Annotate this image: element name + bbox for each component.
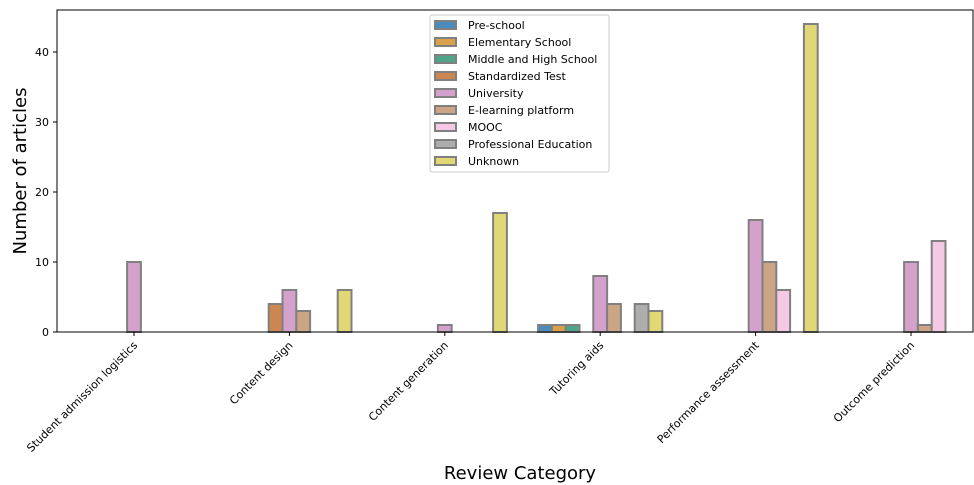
bar-university <box>903 261 919 333</box>
y-tick-label: 30 <box>35 116 49 129</box>
y-axis-ticks: 0 10 20 30 40 <box>35 46 57 339</box>
bar-university <box>747 219 764 333</box>
legend-label: Standardized Test <box>468 70 566 83</box>
bar-e-learning-platform <box>295 310 312 333</box>
legend-swatch <box>434 122 457 132</box>
x-axis-label: Review Category <box>444 463 597 484</box>
bar-university <box>281 289 298 333</box>
bar-elementary-school <box>550 324 567 333</box>
y-tick-label: 10 <box>35 256 49 269</box>
legend-label: Pre-school <box>468 19 525 32</box>
bar-unknown <box>336 289 353 333</box>
legend-swatch <box>434 54 457 64</box>
y-tick-label: 20 <box>35 186 49 199</box>
bar-e-learning-platform <box>606 303 622 333</box>
y-tick-label: 0 <box>42 326 49 339</box>
legend-swatch <box>434 71 457 81</box>
legend-label: Professional Education <box>468 138 592 151</box>
bar-middle-and-high-school <box>564 324 581 333</box>
legend-label: MOOC <box>468 121 503 134</box>
legend-box <box>429 14 610 173</box>
bar-mooc <box>775 289 792 333</box>
y-axis-label: Number of articles <box>10 88 31 255</box>
plot-frame <box>56 9 974 333</box>
bar-unknown <box>647 310 664 333</box>
bar-university <box>592 275 609 333</box>
x-tick-label: Student admission logistics <box>24 339 140 455</box>
x-tick-label: Content generation <box>366 339 451 424</box>
legend-label: Elementary School <box>468 36 571 49</box>
bar-e-learning-platform <box>761 261 778 333</box>
legend-label: Middle and High School <box>468 53 597 66</box>
bar-standardized-test <box>267 303 284 333</box>
x-tick-label: Outcome prediction <box>831 339 917 425</box>
bar-e-learning-platform <box>916 324 933 333</box>
legend-label: E-learning platform <box>468 104 574 117</box>
x-tick-label: Performance assessment <box>655 338 763 446</box>
x-axis-ticks: Student admission logistics Content desig… <box>24 332 917 455</box>
bar-unknown <box>492 212 508 333</box>
legend-swatch <box>434 88 457 98</box>
bar-university <box>436 324 453 333</box>
legend-swatch <box>434 37 457 47</box>
legend: Pre-school Elementary School Middle and Hi… <box>429 14 610 173</box>
bar-professional-education <box>633 303 650 333</box>
bar-unknown <box>802 23 819 333</box>
y-tick-label: 40 <box>35 46 49 59</box>
legend-swatch <box>434 139 457 149</box>
bar-university <box>126 261 142 333</box>
legend-swatch <box>434 156 457 166</box>
bar-mooc <box>930 240 947 333</box>
x-tick-label: Tutoring aids <box>546 339 606 399</box>
legend-swatch <box>434 20 457 30</box>
legend-swatch <box>434 105 457 115</box>
x-tick-label: Content design <box>227 339 295 407</box>
legend-label: Unknown <box>468 155 519 168</box>
legend-label: University <box>468 87 524 100</box>
bar-pre-school <box>537 324 553 333</box>
